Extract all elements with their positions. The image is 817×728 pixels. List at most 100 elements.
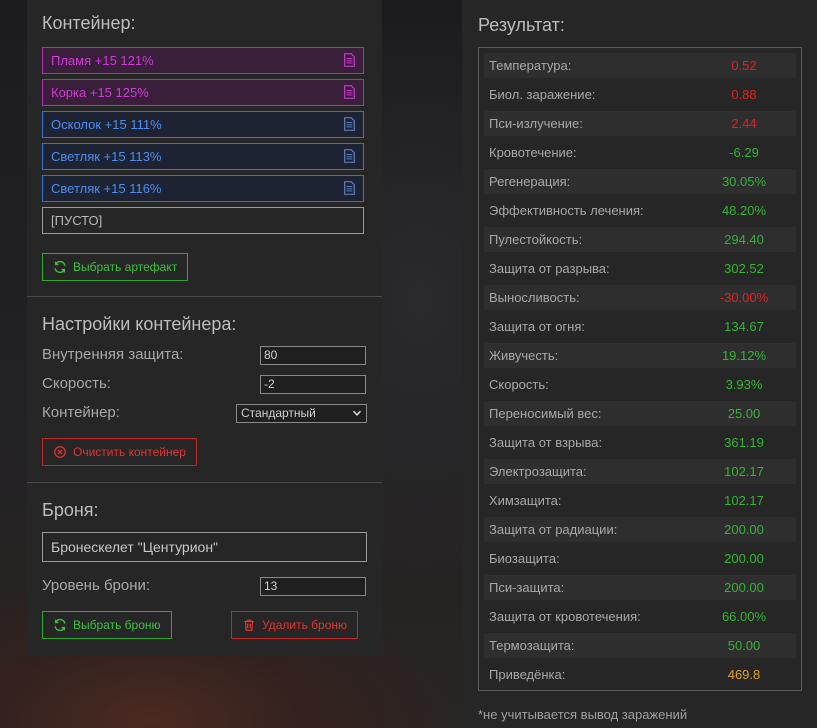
result-value: 25.00 <box>727 406 761 421</box>
trash-icon <box>244 619 254 631</box>
result-name: Биозащита: <box>489 551 560 566</box>
artifact-slot-label: Осколок +15 111% <box>51 117 162 132</box>
select-artifact-button[interactable]: Выбрать артефакт <box>42 253 189 281</box>
result-row: Эффективность лечения: 48.20% <box>484 198 796 223</box>
result-row: Защита от разрыва: 302.52 <box>484 256 796 281</box>
result-name: Защита от огня: <box>489 319 586 334</box>
result-name: Кровотечение: <box>489 145 577 160</box>
result-value: -6.29 <box>729 145 759 160</box>
select-armor-button[interactable]: Выбрать броню <box>42 611 172 639</box>
document-icon[interactable] <box>344 117 355 131</box>
result-value: 302.52 <box>724 261 764 276</box>
result-row: Термозащита: 50.00 <box>484 633 796 658</box>
result-row: Пси-излучение: 2.44 <box>484 111 796 136</box>
result-row: Электрозащита: 102.17 <box>484 459 796 484</box>
result-name: Переносимый вес: <box>489 406 602 421</box>
document-icon[interactable] <box>344 149 355 163</box>
artifact-slot-label: Светляк +15 116% <box>51 181 162 196</box>
refresh-icon <box>54 260 66 274</box>
artifact-slot[interactable]: Пламя +15 121% <box>42 47 364 74</box>
result-name: Биол. заражение: <box>489 87 596 102</box>
container-type-select[interactable]: Стандартный <box>236 404 367 423</box>
armor-title: Броня: <box>42 500 99 520</box>
result-row: Переносимый вес: 25.00 <box>484 401 796 426</box>
artifact-slot[interactable]: Осколок +15 111% <box>42 111 364 138</box>
result-name: Эффективность лечения: <box>489 203 644 218</box>
container-panel: Контейнер: Пламя +15 121% Корка +15 125% О… <box>27 0 382 655</box>
result-value: 102.17 <box>724 464 764 479</box>
result-value: -30.00% <box>719 290 769 305</box>
result-name: Химзащита: <box>489 493 562 508</box>
result-row: Биозащита: 200.00 <box>484 546 796 571</box>
clear-container-button[interactable]: Очистить контейнер <box>42 438 197 466</box>
settings-title: Настройки контейнера: <box>42 314 237 334</box>
result-value: 102.17 <box>724 493 764 508</box>
artifact-slot[interactable]: Светляк +15 116% <box>42 175 364 202</box>
result-value: 66.00% <box>721 609 767 624</box>
result-value: 3.93% <box>725 377 763 392</box>
artifact-slot[interactable]: [ПУСТО] <box>42 207 364 234</box>
result-row: Пси-защита: 200.00 <box>484 575 796 600</box>
speed-input[interactable]: -2 <box>260 375 366 394</box>
result-name: Живучесть: <box>489 348 559 363</box>
select-armor-label: Выбрать броню <box>73 618 161 632</box>
chevron-down-icon <box>352 410 362 416</box>
result-value: 50.00 <box>727 638 761 653</box>
result-value: 48.20% <box>721 203 767 218</box>
artifact-slot[interactable]: Светляк +15 113% <box>42 143 364 170</box>
document-icon[interactable] <box>344 85 355 99</box>
result-row: Защита от кровотечения: 66.00% <box>484 604 796 629</box>
result-value: 294.40 <box>724 232 764 247</box>
result-value: 19.12% <box>721 348 767 363</box>
result-row: Приведёнка: 469.8 <box>484 662 796 687</box>
result-name: Защита от разрыва: <box>489 261 610 276</box>
result-row: Биол. заражение: 0.88 <box>484 82 796 107</box>
result-value: 0.88 <box>731 87 757 102</box>
results-table: Температура: 0.52 Биол. заражение: 0.88 Пси-… <box>478 47 802 691</box>
result-name: Температура: <box>489 58 572 73</box>
document-icon[interactable] <box>344 181 355 195</box>
divider <box>27 296 382 297</box>
result-row: Регенерация: 30.05% <box>484 169 796 194</box>
artifact-slot-label: Пламя +15 121% <box>51 53 154 68</box>
result-row: Скорость: 3.93% <box>484 372 796 397</box>
result-name: Защита от взрыва: <box>489 435 603 450</box>
result-name: Регенерация: <box>489 174 571 189</box>
artifact-slot-label: [ПУСТО] <box>51 213 103 228</box>
result-value: 30.05% <box>721 174 767 189</box>
result-value: 200.00 <box>724 522 764 537</box>
result-name: Защита от кровотечения: <box>489 609 641 624</box>
result-value: 2.44 <box>731 116 757 131</box>
delete-armor-button[interactable]: Удалить броню <box>231 611 358 639</box>
result-row: Химзащита: 102.17 <box>484 488 796 513</box>
result-value: 134.67 <box>724 319 764 334</box>
document-icon[interactable] <box>344 53 355 67</box>
result-value: 200.00 <box>724 580 764 595</box>
result-name: Электрозащита: <box>489 464 587 479</box>
result-name: Приведёнка: <box>489 667 566 682</box>
results-title: Результат: <box>478 15 565 35</box>
armor-level-label: Уровень брони: <box>42 577 151 594</box>
result-row: Выносливость: -30.00% <box>484 285 796 310</box>
result-row: Температура: 0.52 <box>484 53 796 78</box>
armor-level-input[interactable]: 13 <box>260 577 366 596</box>
result-value: 200.00 <box>724 551 764 566</box>
artifact-slot-label: Светляк +15 113% <box>51 149 162 164</box>
artifact-slot[interactable]: Корка +15 125% <box>42 79 364 106</box>
container-type-label: Контейнер: <box>42 404 120 421</box>
results-panel: Результат: Температура: 0.52 Биол. заражен… <box>462 0 817 728</box>
internal-protection-label: Внутренняя защита: <box>42 346 184 363</box>
result-value: 469.8 <box>727 667 761 682</box>
divider <box>27 482 382 483</box>
refresh-icon <box>54 618 66 632</box>
container-type-value: Стандартный <box>241 406 316 420</box>
result-row: Защита от огня: 134.67 <box>484 314 796 339</box>
result-row: Живучесть: 19.12% <box>484 343 796 368</box>
result-value: 361.19 <box>724 435 764 450</box>
result-name: Пси-излучение: <box>489 116 583 131</box>
armor-name-field[interactable]: Бронескелет "Центурион" <box>42 532 367 562</box>
internal-protection-input[interactable]: 80 <box>260 346 366 365</box>
result-name: Термозащита: <box>489 638 575 653</box>
result-name: Скорость: <box>489 377 549 392</box>
result-name: Пулестойкость: <box>489 232 583 247</box>
